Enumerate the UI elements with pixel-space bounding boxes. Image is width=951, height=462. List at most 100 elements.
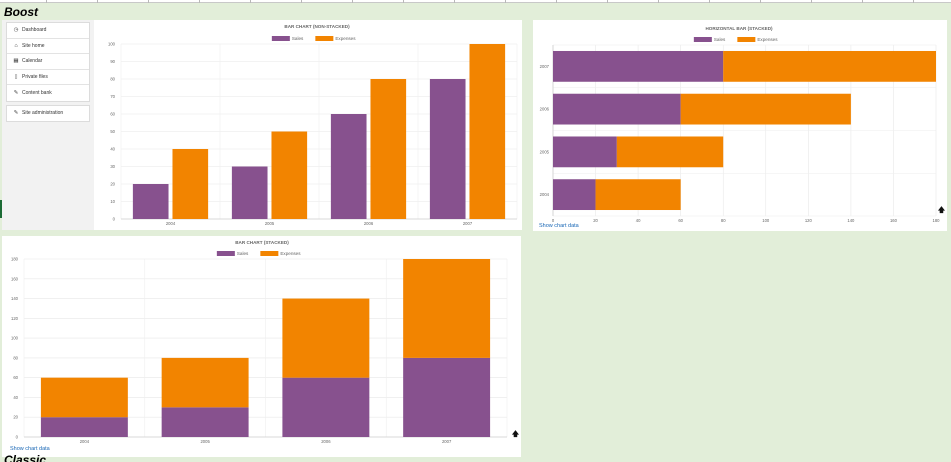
bar-expenses-2006 [370, 79, 407, 219]
show-chart-data-link[interactable]: Show chart data [10, 446, 50, 452]
nav-item-content-bank[interactable]: ✎ Content bank [7, 85, 89, 101]
x-tick-label: 2006 [364, 221, 374, 226]
grid-tick [607, 0, 608, 3]
legend-swatch-expenses [260, 251, 279, 256]
legend-label: Sales [714, 37, 726, 42]
y-tick-label: 2006 [540, 107, 550, 112]
y-tick-label: 20 [13, 415, 18, 420]
legend-label: Expenses [757, 37, 778, 42]
top-grid-strip [0, 0, 951, 3]
x-tick-label: 40 [636, 218, 641, 223]
back-to-top-icon[interactable]: 🡅 [511, 431, 520, 438]
x-tick-label: 2005 [265, 221, 275, 226]
y-tick-label: 100 [108, 42, 116, 47]
boost-moodle-frame: ◷ Dashboard ⌂ Site home ▦ Calendar ▯ Private fi… [2, 20, 522, 230]
back-to-top-icon[interactable]: 🡅 [937, 207, 946, 214]
legend-label: Sales [237, 251, 249, 256]
bar-expenses-2005 [271, 131, 308, 219]
y-tick-label: 100 [11, 336, 19, 341]
edge-marker [0, 200, 2, 218]
grid-tick [709, 0, 710, 3]
nav-item-label: Private files [22, 73, 48, 80]
chart-stacked-card: BAR CHART (STACKED) Sales Expenses 0 20 40 60 8… [2, 236, 521, 457]
grid-tick [250, 0, 251, 3]
bar-sales-2005 [161, 407, 249, 437]
grid-tick [352, 0, 353, 3]
show-chart-data-link[interactable]: Show chart data [539, 223, 579, 229]
y-tick-label: 20 [110, 182, 115, 187]
nav-group-admin: ✎ Site administration [6, 104, 90, 122]
nav-item-calendar[interactable]: ▦ Calendar [7, 54, 89, 70]
legend-swatch-expenses [315, 36, 334, 41]
y-tick-label: 40 [110, 147, 115, 152]
y-tick-label: 140 [11, 296, 19, 301]
home-icon: ⌂ [14, 42, 18, 49]
legend-label: Expenses [335, 36, 356, 41]
x-tick-label: 140 [847, 218, 855, 223]
y-tick-label: 160 [11, 276, 19, 281]
y-tick-label: 50 [110, 129, 115, 134]
x-tick-label: 2005 [200, 439, 210, 444]
nav-drawer: ◷ Dashboard ⌂ Site home ▦ Calendar ▯ Private fi… [2, 20, 94, 230]
legend-swatch-sales [271, 36, 290, 41]
nav-item-site-administration[interactable]: ✎ Site administration [7, 106, 89, 122]
grid-tick [811, 0, 812, 3]
y-tick-label: 60 [13, 375, 18, 380]
x-tick-label: 2007 [463, 221, 473, 226]
x-tick-label: 20 [593, 218, 598, 223]
y-tick-label: 10 [110, 199, 115, 204]
y-tick-label: 180 [11, 257, 19, 262]
chart-stacked: BAR CHART (STACKED) Sales Expenses 0 20 40 60 8… [11, 240, 508, 444]
bar-expenses-2007 [723, 50, 936, 82]
grid-tick [97, 0, 98, 3]
bar-expenses-2004 [595, 179, 681, 211]
x-tick-label: 2004 [166, 221, 176, 226]
y-tick-label: 2004 [540, 192, 550, 197]
grid-tick [556, 0, 557, 3]
bar-sales-2006 [330, 114, 367, 219]
bar-expenses-2004 [172, 149, 209, 219]
nav-item-dashboard[interactable]: ◷ Dashboard [7, 23, 89, 39]
grid-tick [403, 0, 404, 3]
nav-item-site-home[interactable]: ⌂ Site home [7, 39, 89, 54]
y-tick-label: 80 [110, 77, 115, 82]
grid-tick [148, 0, 149, 3]
bar-sales-2004 [553, 179, 596, 211]
grid-tick [862, 0, 863, 3]
chart-nonstacked-area: BAR CHART (NON-STACKED) Sales Expenses 0 10 2… [97, 20, 522, 230]
bar-sales-2007 [429, 79, 466, 219]
bar-sales-2005 [553, 136, 617, 168]
y-tick-label: 2005 [540, 149, 550, 154]
legend-swatch-sales [216, 251, 235, 256]
x-tick-label: 160 [890, 218, 898, 223]
section-title-classic: Classic [4, 453, 47, 462]
bar-sales-2006 [553, 93, 681, 125]
bar-sales-2005 [231, 166, 268, 219]
nav-item-private-files[interactable]: ▯ Private files [7, 70, 89, 85]
nav-item-label: Calendar [22, 58, 43, 65]
legend-swatch-sales [693, 37, 712, 42]
x-tick-label: 2004 [80, 439, 90, 444]
bar-sales-2006 [282, 377, 370, 437]
y-tick-label: 0 [113, 217, 116, 222]
grid-tick [505, 0, 506, 3]
bar-sales-2007 [553, 50, 724, 82]
bar-expenses-2005 [616, 136, 724, 168]
nav-item-label: Site home [22, 42, 45, 49]
x-tick-label: 100 [762, 218, 770, 223]
grid-tick [454, 0, 455, 3]
x-tick-label: 60 [678, 218, 683, 223]
grid-tick [46, 0, 47, 3]
nav-item-label: Content bank [22, 89, 52, 96]
bar-sales-2004 [132, 184, 169, 219]
y-tick-label: 120 [11, 316, 19, 321]
chart-title: HORIZONTAL BAR (STACKED) [705, 26, 773, 31]
y-tick-label: 2007 [540, 64, 550, 69]
y-tick-label: 70 [110, 94, 115, 99]
chart-title: BAR CHART (STACKED) [235, 240, 289, 245]
y-tick-label: 30 [110, 164, 115, 169]
legend-label: Expenses [280, 251, 301, 256]
dashboard-icon: ◷ [13, 27, 19, 34]
bar-sales-2007 [403, 357, 491, 437]
bar-expenses-2006 [680, 93, 851, 125]
